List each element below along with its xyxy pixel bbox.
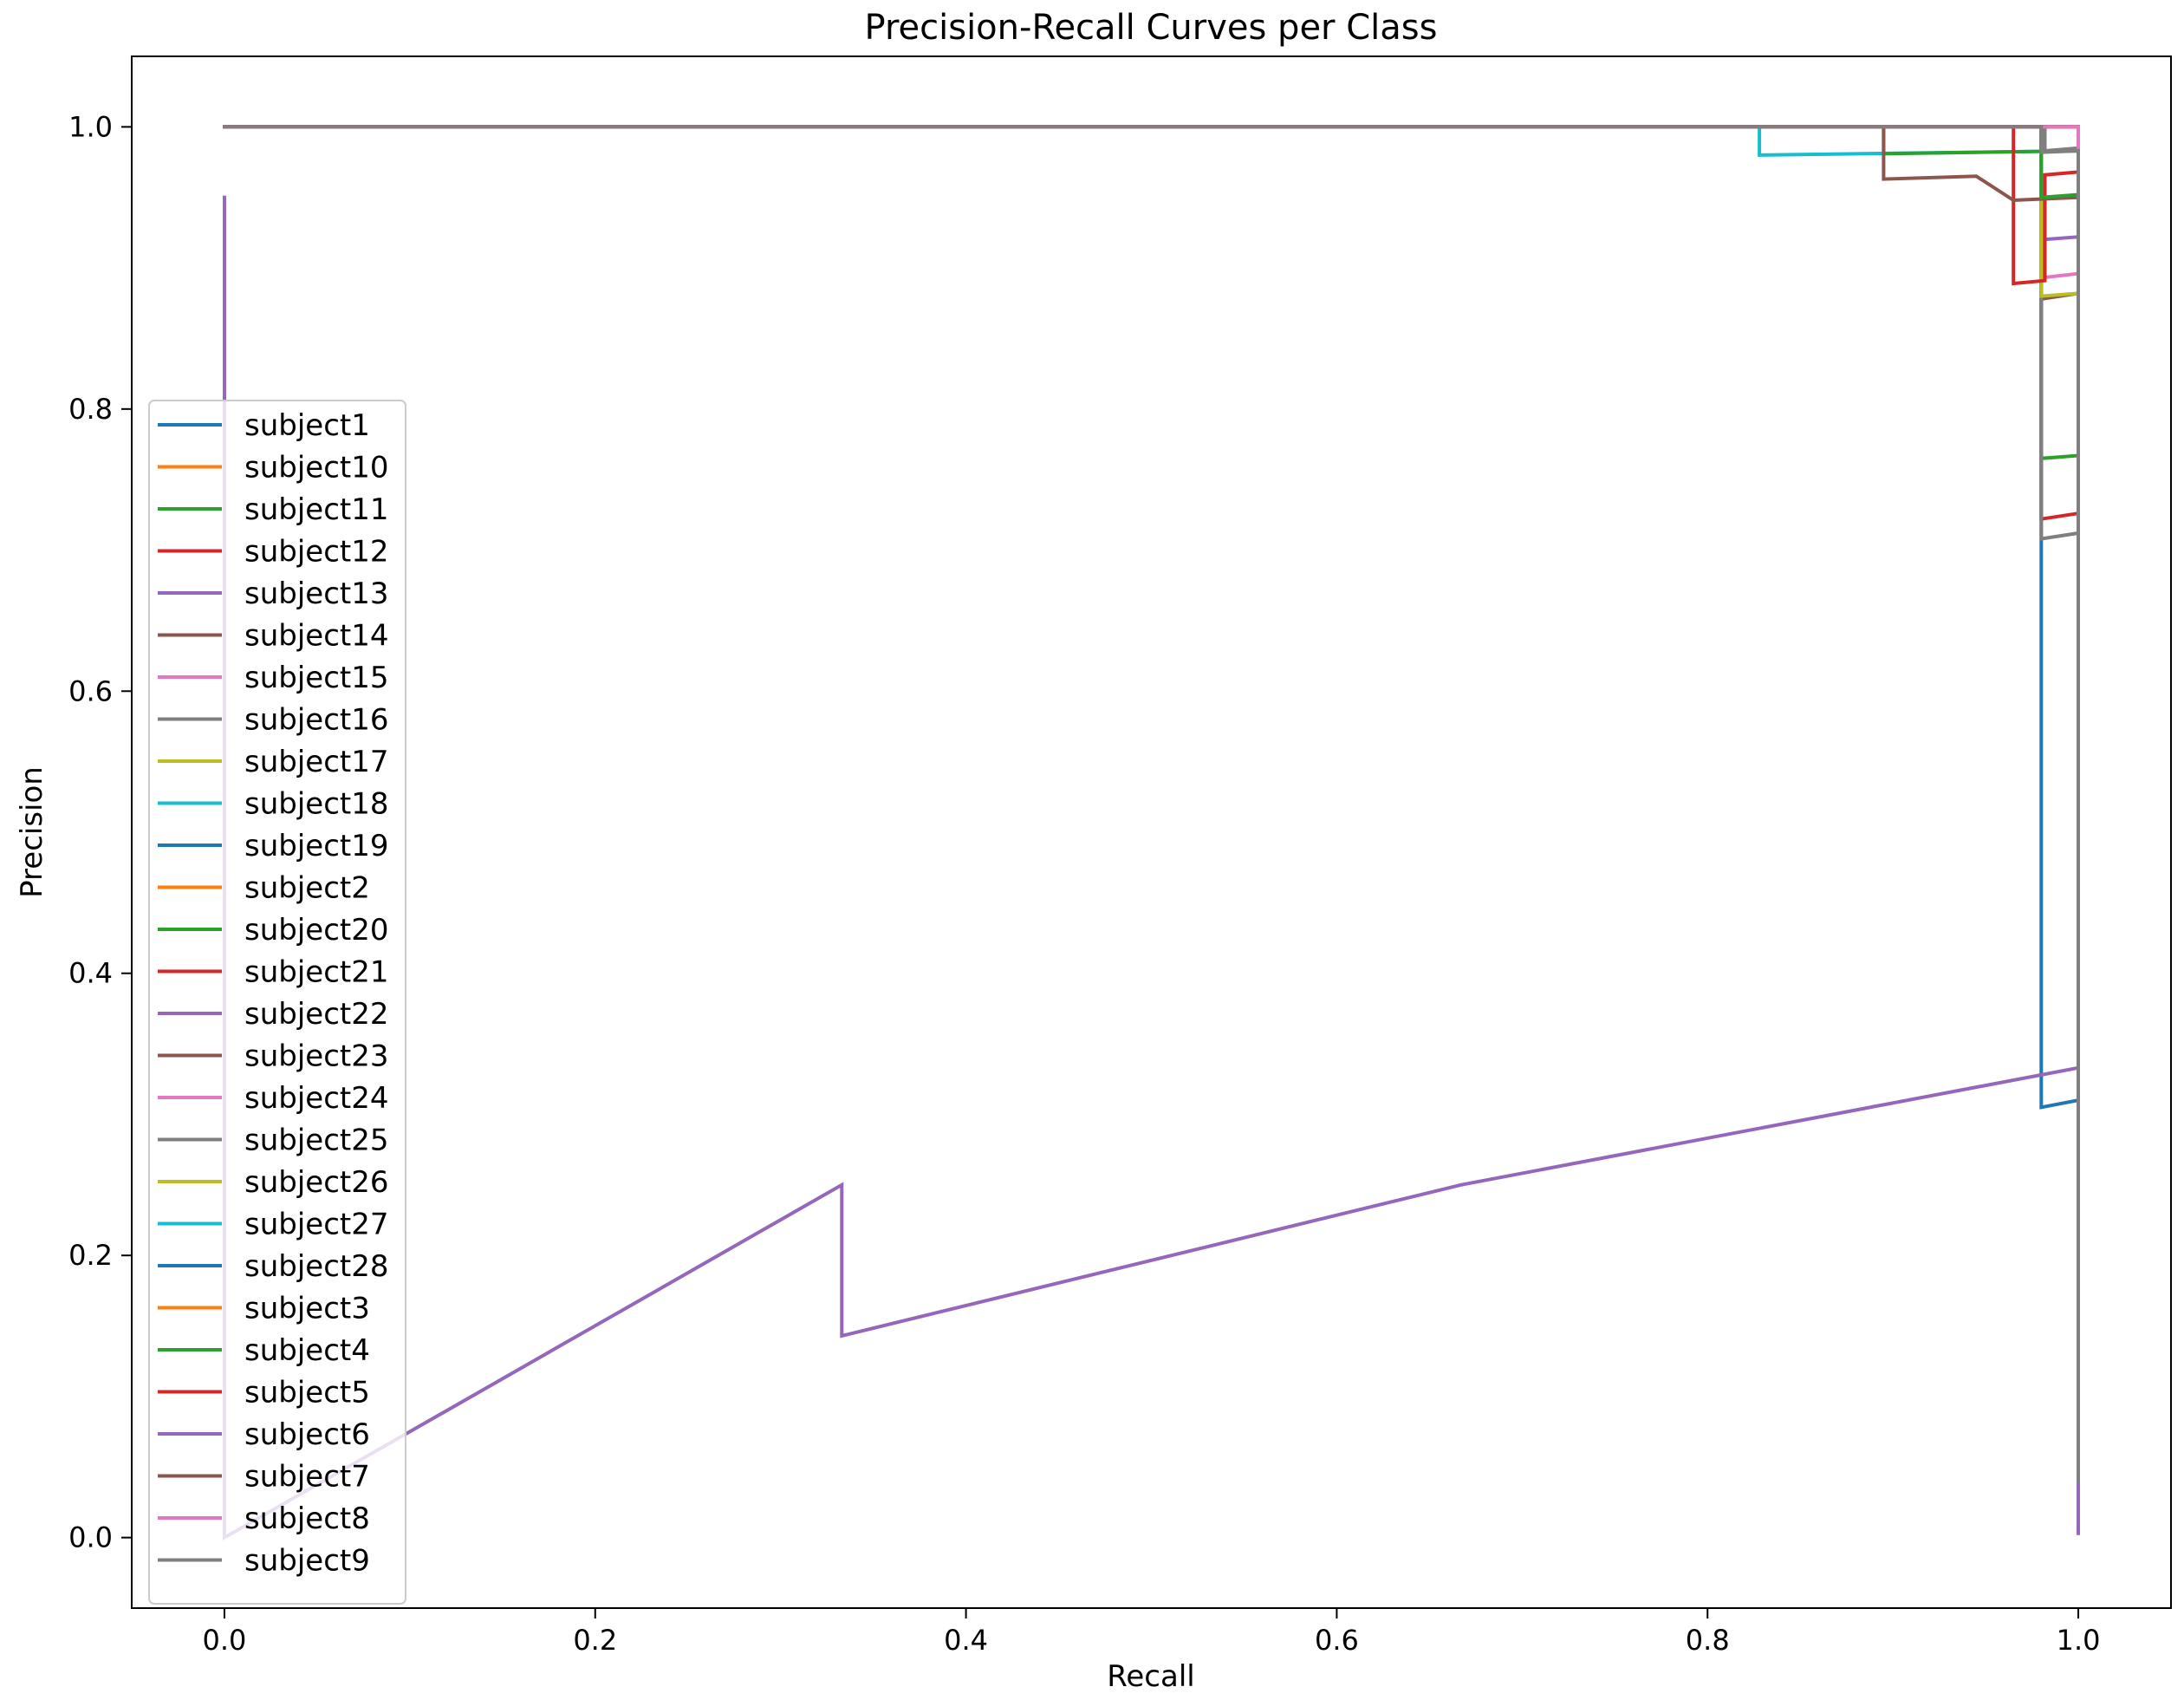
series-line-subject14	[223, 125, 2080, 1483]
x-tick-label: 0.2	[573, 1624, 617, 1657]
series-line-subject7	[223, 125, 2080, 1483]
x-tick-label: 0.0	[203, 1624, 247, 1657]
series-line-subject3	[223, 125, 2080, 1483]
series-line-subject24	[223, 125, 2080, 1483]
y-tick-label: 0.8	[68, 393, 113, 426]
legend-label-subject1: subject1	[244, 408, 370, 443]
legend-label-subject24: subject24	[244, 1081, 389, 1116]
series-line-subject16	[223, 125, 2080, 1483]
y-tick-label: 0.4	[68, 957, 113, 990]
axes-layer: 0.0 0.2 0.4 0.6 0.8 1.0 0.0 0.2 0.4 0.6 0.8 1.0	[68, 55, 2172, 1657]
legend-label-subject22: subject22	[244, 997, 389, 1032]
y-tick-label: 0.0	[68, 1521, 113, 1554]
plot-frame	[131, 55, 2172, 1609]
legend-label-subject27: subject27	[244, 1208, 389, 1242]
legend-label-subject13: subject13	[244, 576, 389, 611]
legend-label-subject10: subject10	[244, 451, 389, 485]
x-tick-label: 0.4	[944, 1624, 988, 1657]
x-tick-label: 0.6	[1315, 1624, 1359, 1657]
legend-label-subject2: subject2	[244, 871, 370, 906]
series-line-subject4	[223, 125, 2080, 1483]
legend: subject1 subject10 subject11 subject12 subje…	[148, 400, 406, 1605]
legend-label-subject25: subject25	[244, 1124, 389, 1158]
legend-label-subject12: subject12	[244, 535, 389, 570]
legend-label-subject23: subject23	[244, 1039, 389, 1074]
series-line-subject6	[223, 195, 2080, 1541]
series-line-subject9	[223, 125, 2080, 1483]
legend-label-subject15: subject15	[244, 661, 389, 695]
series-line-subject12	[223, 125, 2080, 1483]
series-line-subject10	[223, 125, 2080, 1483]
series-line-subject27	[223, 125, 2080, 1483]
x-axis-label: Recall	[1107, 1659, 1194, 1694]
series-line-subject11	[223, 125, 2080, 1483]
x-tick-label: 1.0	[2057, 1624, 2101, 1657]
legend-label-subject19: subject19	[244, 829, 389, 863]
legend-label-subject11: subject11	[244, 492, 389, 527]
x-tick-label: 0.8	[1686, 1624, 1730, 1657]
legend-box	[148, 400, 406, 1605]
series-line-subject5	[223, 125, 2080, 1483]
series-line-subject2	[223, 125, 2080, 1483]
legend-label-subject17: subject17	[244, 745, 389, 779]
legend-label-subject28: subject28	[244, 1249, 389, 1284]
legend-label-subject7: subject7	[244, 1460, 370, 1495]
legend-label-subject8: subject8	[244, 1501, 370, 1536]
chart-title: Precision-Recall Curves per Class	[865, 8, 1438, 48]
series-line-subject13	[223, 125, 2080, 1483]
legend-label-subject5: subject5	[244, 1376, 370, 1410]
legend-label-subject9: subject9	[244, 1544, 370, 1579]
y-tick-label: 0.6	[68, 674, 113, 707]
y-axis-label: Precision	[15, 766, 49, 898]
series-line-subject26	[223, 125, 2080, 1483]
series-line-subject23	[223, 125, 2080, 1483]
legend-label-subject6: subject6	[244, 1417, 370, 1452]
series-line-subject19	[223, 125, 2080, 1483]
series-line-subject21	[223, 125, 2080, 1483]
series-layer	[223, 125, 2080, 1541]
legend-label-subject21: subject21	[244, 955, 389, 990]
series-line-subject25	[223, 125, 2080, 1483]
legend-label-subject18: subject18	[244, 787, 389, 822]
series-line-subject8	[223, 125, 2080, 1483]
series-line-subject18	[223, 125, 2080, 1483]
series-line-subject15	[223, 125, 2080, 1483]
y-tick-label: 0.2	[68, 1239, 113, 1272]
series-line-subject28	[223, 125, 2080, 1483]
y-tick-label: 1.0	[68, 110, 113, 143]
legend-label-subject20: subject20	[244, 913, 389, 948]
legend-label-subject4: subject4	[244, 1333, 370, 1368]
series-line-subject17	[223, 125, 2080, 1483]
legend-label-subject16: subject16	[244, 703, 389, 738]
series-line-subject1	[223, 125, 2080, 1483]
legend-label-subject26: subject26	[244, 1165, 389, 1200]
legend-label-subject14: subject14	[244, 619, 389, 654]
series-line-subject22	[223, 125, 2080, 1483]
legend-label-subject3: subject3	[244, 1292, 370, 1326]
series-line-subject20	[223, 125, 2080, 1483]
